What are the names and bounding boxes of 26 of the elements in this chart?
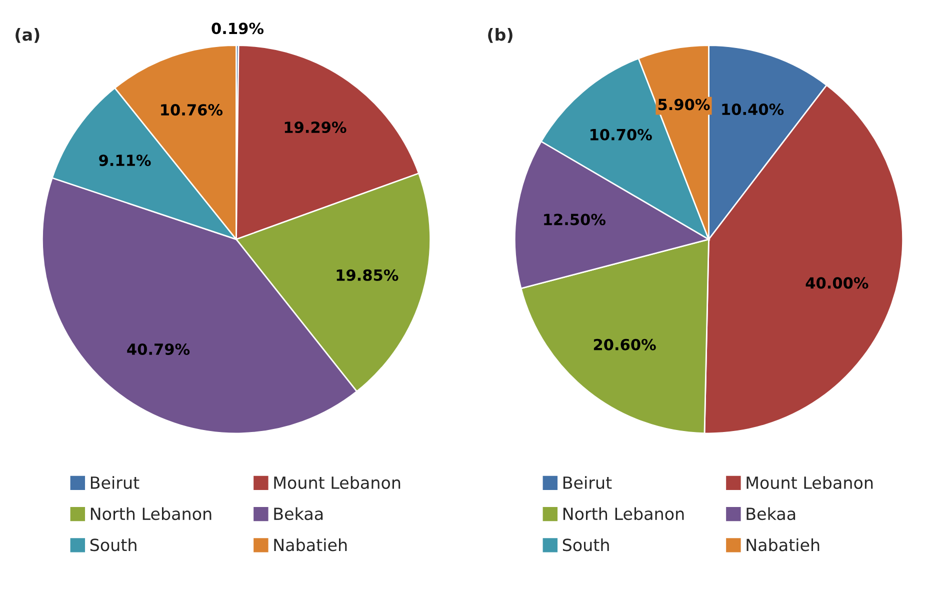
legend-label: North Lebanon — [90, 507, 212, 520]
data-label: 12.50% — [544, 214, 606, 226]
legend-label: South — [562, 538, 609, 552]
legend-label: Bekaa — [274, 507, 323, 520]
data-label: 10.70% — [590, 128, 652, 140]
legend-label: Beirut — [90, 476, 140, 489]
legend-label: Nabatieh — [274, 538, 347, 552]
data-label: 9.11% — [99, 154, 151, 166]
data-label: 40.00% — [806, 277, 868, 289]
legend-label: Mount Lebanon — [274, 476, 400, 489]
chart-title: (b) — [488, 28, 512, 43]
legend-label: North Lebanon — [563, 507, 684, 520]
legend-label: Bekaa — [746, 507, 796, 520]
data-label: 19.85% — [336, 269, 398, 281]
data-label: 19.29% — [284, 121, 346, 134]
chart-title: (a) — [16, 28, 40, 43]
data-label: 10.76% — [161, 104, 223, 116]
data-label: 10.40% — [722, 104, 784, 116]
data-label: 5.90% — [658, 98, 710, 110]
data-label: 20.60% — [594, 338, 656, 350]
legend-label: Nabatieh — [746, 538, 820, 552]
legend-label: Mount Lebanon — [746, 476, 873, 489]
data-label: 0.19% — [212, 22, 264, 34]
data-label: 40.79% — [127, 343, 190, 355]
legend-label: Beirut — [563, 476, 612, 489]
legend-label: South — [90, 538, 136, 552]
